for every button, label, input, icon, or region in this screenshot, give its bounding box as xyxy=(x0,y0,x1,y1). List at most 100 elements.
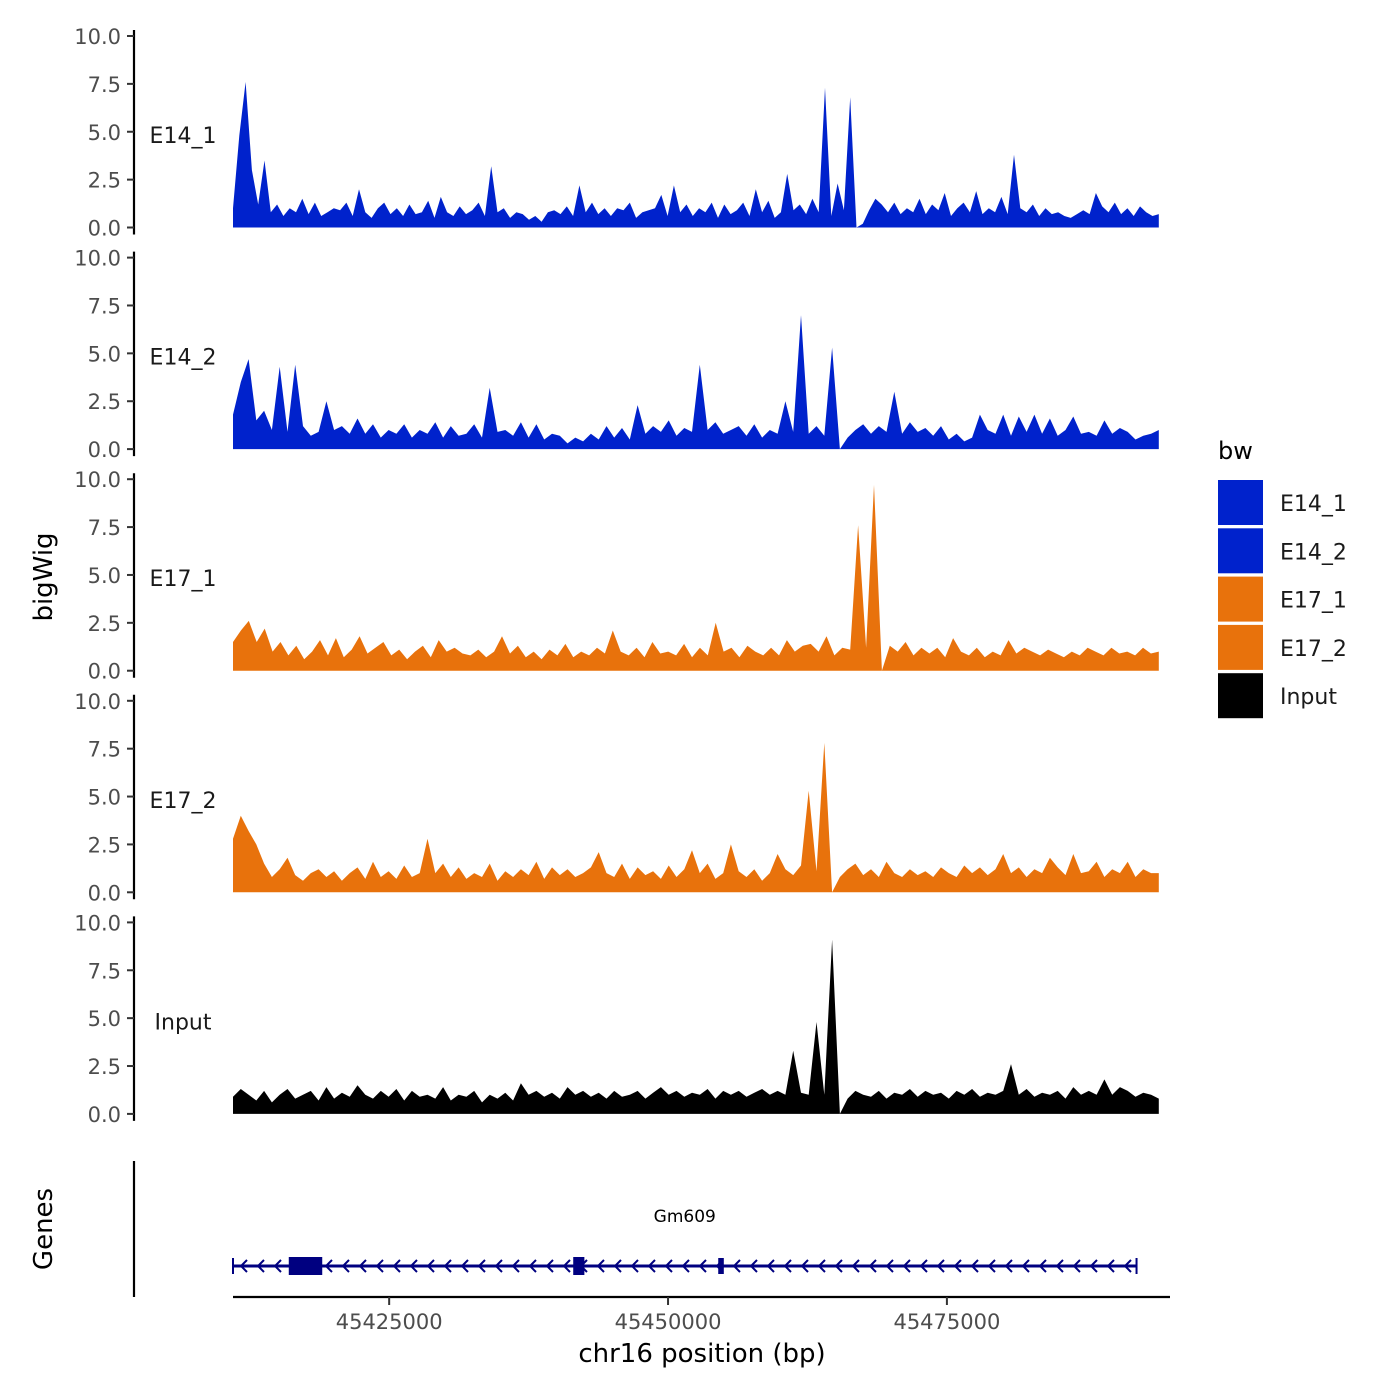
strand-arrow-icon xyxy=(392,1259,401,1273)
legend-item-Input: Input xyxy=(1218,673,1337,719)
track-panels: 0.0 2.5 5.0 7.5 10.0 E14_1 0.0 2.5 5.0 7.5 10.0 E14… xyxy=(74,25,1159,1127)
strand-arrow-icon xyxy=(477,1259,486,1273)
strand-arrow-icon xyxy=(375,1259,384,1273)
y-tick-label: 5.0 xyxy=(88,786,121,810)
y-tick-label: 7.5 xyxy=(88,959,121,983)
strand-arrow-icon xyxy=(919,1259,928,1273)
strand-arrow-icon xyxy=(766,1259,775,1273)
strand-arrow-icon xyxy=(324,1259,333,1273)
exon xyxy=(718,1258,724,1274)
legend-label: E17_1 xyxy=(1280,589,1347,614)
track-label: E17_1 xyxy=(150,567,217,592)
y-tick-label: 7.5 xyxy=(88,294,121,318)
strand-arrow-icon xyxy=(1055,1259,1064,1273)
y-tick-label: 7.5 xyxy=(88,73,121,97)
legend-title: bw xyxy=(1218,437,1253,465)
strand-arrow-icon xyxy=(239,1259,248,1273)
legend-label: E14_2 xyxy=(1280,540,1347,565)
legend-label: E17_2 xyxy=(1280,637,1347,662)
signal-area-E17_2 xyxy=(233,742,1159,893)
track-E14_2: 0.0 2.5 5.0 7.5 10.0 E14_2 xyxy=(74,247,1159,462)
x-tick-label: 45425000 xyxy=(336,1310,443,1334)
strand-arrow-icon xyxy=(987,1259,996,1273)
x-tick-label: 45450000 xyxy=(615,1310,722,1334)
strand-arrow-icon xyxy=(664,1259,673,1273)
strand-arrow-icon xyxy=(783,1259,792,1273)
strand-arrow-icon xyxy=(1038,1259,1047,1273)
y-tick-label: 10.0 xyxy=(74,690,121,714)
track-label: Input xyxy=(155,1010,212,1035)
y-tick-label: 7.5 xyxy=(88,738,121,762)
strand-arrow-icon xyxy=(630,1259,639,1273)
y-tick-label: 5.0 xyxy=(88,121,121,145)
strand-arrow-icon xyxy=(562,1259,571,1273)
track-label: E14_2 xyxy=(150,346,217,371)
legend-swatch xyxy=(1218,528,1263,574)
y-tick-label: 0.0 xyxy=(88,217,121,241)
strand-arrow-icon xyxy=(1089,1259,1098,1273)
strand-arrow-icon xyxy=(273,1259,282,1273)
legend-swatch xyxy=(1218,576,1263,622)
y-tick-label: 5.0 xyxy=(88,564,121,588)
strand-arrow-icon xyxy=(409,1259,418,1273)
genes-panel: Genes Gm609 xyxy=(29,1161,1138,1297)
legend-item-E14_2: E14_2 xyxy=(1218,528,1347,574)
strand-arrow-icon xyxy=(936,1259,945,1273)
strand-arrow-icon xyxy=(970,1259,979,1273)
y-tick-label: 7.5 xyxy=(88,516,121,540)
signal-area-E14_2 xyxy=(233,315,1159,450)
y-tick-label: 0.0 xyxy=(88,660,121,684)
x-axis: 45425000 45450000 45475000 xyxy=(233,1295,1170,1334)
strand-arrow-icon xyxy=(1004,1259,1013,1273)
y-tick-label: 0.0 xyxy=(88,881,121,905)
strand-arrow-icon xyxy=(732,1259,741,1273)
y-tick-label: 10.0 xyxy=(74,247,121,271)
legend: bw E14_1 E14_2 E17_1 E17_2 Input xyxy=(1218,437,1347,719)
genes-axis-title: Genes xyxy=(29,1188,59,1270)
x-axis-title: chr16 position (bp) xyxy=(578,1339,825,1369)
strand-arrow-icon xyxy=(443,1259,452,1273)
strand-arrow-icon xyxy=(902,1259,911,1273)
y-tick-label: 2.5 xyxy=(88,390,121,414)
strand-arrow-icon xyxy=(528,1259,537,1273)
legend-item-E17_1: E17_1 xyxy=(1218,576,1347,622)
legend-label: E14_1 xyxy=(1280,492,1347,517)
strand-arrow-icon xyxy=(256,1259,265,1273)
strand-arrow-icon xyxy=(885,1259,894,1273)
strand-arrow-icon xyxy=(868,1259,877,1273)
y-tick-label: 5.0 xyxy=(88,1007,121,1031)
exon xyxy=(573,1257,585,1275)
strand-arrow-icon xyxy=(1106,1259,1115,1273)
legend-swatch xyxy=(1218,480,1263,525)
strand-arrow-icon xyxy=(511,1259,520,1273)
legend-swatch xyxy=(1218,673,1263,719)
strand-arrow-icon xyxy=(749,1259,758,1273)
y-tick-label: 2.5 xyxy=(88,1055,121,1079)
y-tick-label: 10.0 xyxy=(74,25,121,49)
strand-arrow-icon xyxy=(426,1259,435,1273)
strand-arrow-icon xyxy=(460,1259,469,1273)
track-label: E17_2 xyxy=(150,789,217,814)
strand-arrow-icon xyxy=(817,1259,826,1273)
y-tick-label: 0.0 xyxy=(88,1103,121,1127)
strand-arrow-icon xyxy=(494,1259,503,1273)
strand-arrow-icon xyxy=(613,1259,622,1273)
strand-arrow-icon xyxy=(341,1259,350,1273)
y-tick-label: 2.5 xyxy=(88,169,121,193)
y-tick-label: 10.0 xyxy=(74,911,121,935)
signal-area-E14_1 xyxy=(233,82,1159,228)
y-tick-label: 10.0 xyxy=(74,468,121,492)
strand-arrow-icon xyxy=(953,1259,962,1273)
strand-arrow-icon xyxy=(681,1259,690,1273)
strand-arrow-icon xyxy=(1072,1259,1081,1273)
y-tick-label: 5.0 xyxy=(88,342,121,366)
strand-arrow-icon xyxy=(545,1259,554,1273)
track-E17_2: 0.0 2.5 5.0 7.5 10.0 E17_2 xyxy=(74,690,1159,905)
strand-arrow-icon xyxy=(800,1259,809,1273)
y-tick-label: 0.0 xyxy=(88,438,121,462)
strand-arrow-icon xyxy=(834,1259,843,1273)
strand-arrow-icon xyxy=(698,1259,707,1273)
legend-item-E14_1: E14_1 xyxy=(1218,480,1347,525)
strand-arrow-icon xyxy=(358,1259,367,1273)
